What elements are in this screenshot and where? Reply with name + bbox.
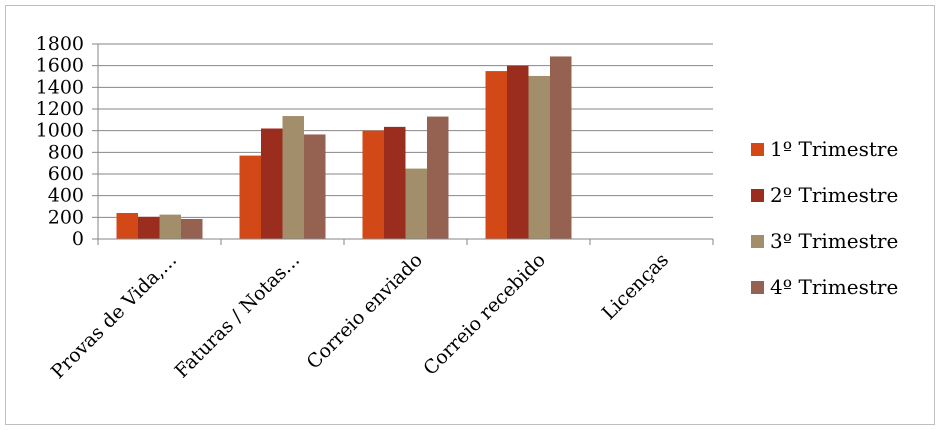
- bar: [550, 56, 572, 240]
- bar: [528, 75, 550, 239]
- y-tick-label: 400: [48, 185, 84, 207]
- bar: [138, 216, 160, 239]
- legend-item: 2º Trimestre: [751, 183, 898, 207]
- chart-frame: 0 200 400 600 800 1000 1200 1400 1600 1800 Provas…: [5, 5, 935, 425]
- legend-label: 3º Trimestre: [770, 229, 898, 253]
- y-tick-label: 1400: [36, 76, 84, 98]
- y-tick-label: 1600: [36, 55, 84, 77]
- legend-swatch: [751, 189, 764, 202]
- bar: [159, 214, 181, 239]
- bar: [261, 128, 283, 239]
- bar: [181, 218, 203, 239]
- bar: [282, 116, 304, 239]
- bars: [116, 56, 572, 240]
- bar: [384, 126, 406, 239]
- y-tick-label: 1800: [36, 33, 84, 55]
- legend: 1º Trimestre 2º Trimestre 3º Trimestre 4º T…: [751, 137, 898, 299]
- y-tick-label: 1200: [36, 98, 84, 120]
- x-category-labels: Provas de Vida,...Faturas / Notas...Corr…: [47, 249, 673, 383]
- y-tick-label: 0: [72, 228, 84, 250]
- bar: [362, 130, 384, 239]
- x-category-label: Licenças: [598, 249, 673, 324]
- legend-item: 4º Trimestre: [751, 275, 898, 299]
- bar: [239, 155, 261, 239]
- legend-label: 1º Trimestre: [770, 137, 898, 161]
- x-category-label: Correio recebido: [419, 249, 550, 380]
- bar: [116, 213, 138, 239]
- bar: [427, 116, 449, 239]
- legend-swatch: [751, 143, 764, 156]
- bar: [485, 71, 507, 239]
- axes: [92, 43, 714, 245]
- y-tick-label: 800: [48, 141, 84, 163]
- bar: [405, 168, 427, 239]
- legend-swatch: [751, 281, 764, 294]
- legend-item: 1º Trimestre: [751, 137, 898, 161]
- y-tick-label: 1000: [36, 120, 84, 142]
- y-tick-label: 600: [48, 163, 84, 185]
- x-category-label: Correio enviado: [302, 249, 427, 374]
- legend-item: 3º Trimestre: [751, 229, 898, 253]
- legend-label: 4º Trimestre: [770, 275, 898, 299]
- bar: [507, 65, 529, 239]
- legend-swatch: [751, 235, 764, 248]
- y-tick-label: 200: [48, 206, 84, 228]
- x-category-label: Provas de Vida,...: [47, 249, 181, 383]
- legend-label: 2º Trimestre: [770, 183, 898, 207]
- x-category-label: Faturas / Notas...: [171, 249, 304, 382]
- bar: [304, 134, 326, 239]
